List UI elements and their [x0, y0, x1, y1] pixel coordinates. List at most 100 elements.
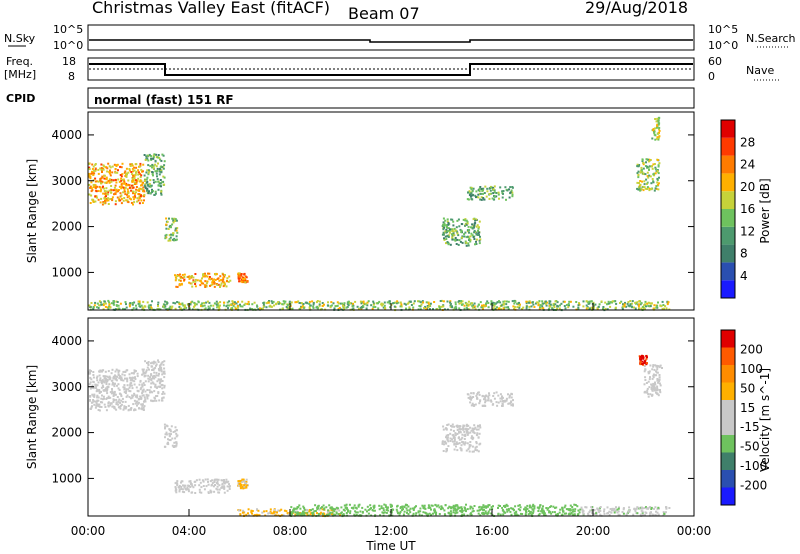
scatter-cell — [123, 405, 126, 408]
scatter-cell — [155, 172, 158, 175]
scatter-cell — [89, 185, 92, 188]
scatter-cell — [641, 158, 644, 161]
scatter-cell — [210, 277, 213, 280]
scatter-cell — [191, 275, 193, 277]
scatter-cell — [166, 220, 169, 223]
scatter-cell — [471, 450, 474, 453]
scatter-cell — [356, 305, 359, 308]
scatter-cell — [303, 508, 306, 511]
scatter-cell — [330, 509, 333, 511]
scatter-cell — [121, 373, 124, 376]
scatter-cell — [127, 192, 130, 195]
scatter-cell — [453, 435, 456, 438]
scatter-cell — [547, 507, 550, 510]
scatter-cell — [499, 397, 502, 400]
scatter-cell — [120, 175, 123, 178]
scatter-cell — [295, 301, 298, 304]
scatter-cell — [94, 383, 97, 386]
scatter-cell — [482, 197, 485, 199]
scatter-cell — [656, 393, 659, 396]
scatter-cell — [451, 438, 453, 441]
scatter-cell — [141, 383, 144, 386]
scatter-cell — [280, 508, 283, 511]
scatter-cell — [107, 179, 110, 182]
scatter-cell — [203, 488, 206, 491]
scatter-cell — [157, 184, 160, 187]
scatter-cell — [202, 282, 205, 285]
scatter-cell — [184, 487, 187, 490]
scatter-cell — [470, 392, 473, 395]
scatter-cell — [513, 308, 516, 310]
scatter-cell — [604, 307, 607, 310]
scatter-cell — [249, 307, 252, 310]
scatter-cell — [353, 504, 356, 507]
scatter-cell — [477, 234, 480, 236]
scatter-cell — [646, 166, 649, 169]
scatter-cell — [163, 176, 166, 179]
scatter-cell — [140, 174, 143, 177]
scatter-cell — [119, 404, 122, 407]
scatter-cell — [148, 368, 150, 371]
scatter-cell — [325, 506, 328, 509]
scatter-cell — [170, 233, 173, 236]
scatter-cell — [245, 482, 248, 485]
scatter-cell — [439, 307, 442, 310]
scatter-cell — [244, 302, 247, 305]
scatter-cell — [96, 180, 99, 183]
scatter-cell — [174, 220, 177, 222]
scatter-cell — [165, 308, 168, 311]
scatter-cell — [475, 243, 478, 245]
scatter-cell — [163, 164, 166, 167]
scatter-cell — [164, 300, 167, 303]
scatter-cell — [419, 507, 422, 510]
scatter-cell — [208, 301, 211, 304]
scatter-cell — [161, 373, 164, 376]
scatter-cell — [453, 227, 456, 230]
scatter-cell — [217, 491, 220, 494]
scatter-cell — [490, 301, 493, 304]
scatter-cell — [199, 481, 202, 484]
scatter-cell — [639, 355, 642, 358]
scatter-cell — [489, 508, 491, 511]
scatter-cell — [645, 363, 648, 366]
scatter-cell — [449, 510, 452, 513]
scatter-cell — [152, 361, 155, 364]
scatter-cell — [95, 376, 98, 379]
scatter-cell — [387, 509, 390, 512]
scatter-cell — [643, 307, 646, 310]
scatter-cell — [490, 300, 493, 303]
scatter-cell — [473, 404, 475, 406]
scatter-cell — [331, 511, 334, 514]
scatter-cell — [230, 307, 232, 310]
scatter-cell — [632, 513, 635, 516]
scatter-cell — [103, 381, 106, 384]
scatter-cell — [644, 303, 647, 306]
scatter-cell — [133, 201, 136, 204]
scatter-cell — [179, 273, 181, 276]
scatter-cell — [668, 507, 671, 509]
scatter-cell — [647, 176, 650, 179]
scatter-cell — [466, 230, 469, 233]
scatter-cell — [152, 375, 155, 378]
scatter-cell — [502, 513, 505, 516]
scatter-cell — [144, 185, 147, 188]
scatter-cell — [232, 304, 235, 307]
scatter-cell — [600, 300, 603, 303]
scatter-cell — [165, 227, 168, 230]
scatter-cell — [251, 303, 254, 306]
scatter-cell — [246, 280, 249, 282]
scatter-cell — [213, 278, 216, 281]
scatter-cell — [183, 306, 186, 309]
scatter-cell — [225, 478, 228, 481]
scatter-cell — [153, 399, 156, 402]
scatter-cell — [652, 180, 655, 183]
scatter-cell — [469, 441, 472, 443]
scatter-cell — [384, 308, 387, 311]
scatter-cell — [143, 174, 146, 177]
scatter-cell — [163, 306, 166, 309]
scatter-cell — [517, 504, 520, 507]
scatter-cell — [409, 300, 412, 303]
scatter-cell — [150, 399, 152, 402]
scatter-cell — [107, 370, 110, 373]
scatter-cell — [163, 384, 166, 387]
